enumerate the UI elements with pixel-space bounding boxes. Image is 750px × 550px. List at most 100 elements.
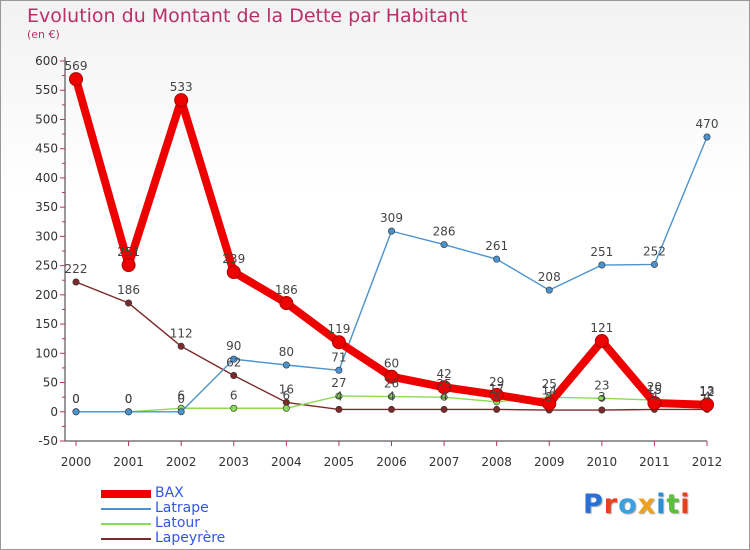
x-tick-label: 2003 — [218, 455, 249, 469]
data-label-latour: 27 — [331, 376, 346, 390]
data-label-bax: 15 — [647, 383, 662, 397]
data-label-latour: 25 — [542, 377, 557, 391]
x-tick-label: 2008 — [481, 455, 512, 469]
data-point-bax — [279, 296, 294, 311]
x-tick-label: 2009 — [534, 455, 565, 469]
data-label-latour: 20 — [647, 380, 662, 394]
data-point-latour — [282, 404, 290, 412]
data-label-bax: 569 — [65, 59, 88, 73]
proxiti-logo: Proxiti — [583, 489, 691, 520]
data-point-latour — [335, 392, 343, 400]
x-tick-label: 2001 — [113, 455, 144, 469]
data-label-latour: 6 — [230, 388, 238, 402]
data-label-latour: 0 — [125, 392, 133, 406]
data-point-latrape — [230, 355, 238, 363]
legend-swatch — [101, 508, 151, 510]
x-tick-label: 2006 — [376, 455, 407, 469]
data-label-bax: 239 — [222, 252, 245, 266]
data-label-latrape: 0 — [177, 392, 185, 406]
data-label-latrape: 470 — [696, 117, 719, 131]
x-tick-label: 2004 — [271, 455, 302, 469]
data-label-lapeyrère: 4 — [440, 389, 448, 403]
data-label-lapeyrère: 4 — [335, 389, 343, 403]
x-tick-label: 2002 — [166, 455, 197, 469]
data-label-lapeyrère: 16 — [279, 382, 294, 396]
y-tick-label: 150 — [35, 317, 58, 331]
data-label-lapeyrère: 62 — [226, 356, 241, 370]
data-label-bax: 533 — [170, 80, 193, 94]
data-point-latrape — [598, 261, 606, 269]
logo-letter: i — [656, 489, 667, 520]
data-label-latour: 23 — [594, 378, 609, 392]
data-point-lapeyrère — [598, 406, 606, 414]
data-point-lapeyrère — [335, 405, 343, 413]
legend-swatch — [101, 538, 151, 540]
data-label-bax: 186 — [275, 283, 298, 297]
data-point-bax — [69, 72, 83, 87]
data-point-latrape — [650, 260, 658, 268]
y-tick-label: 450 — [35, 142, 58, 156]
data-label-lapeyrère: 112 — [170, 326, 193, 340]
data-label-bax: 119 — [327, 322, 350, 336]
y-tick-label: 350 — [35, 200, 58, 214]
y-tick-label: 250 — [35, 259, 58, 273]
chart-subtitle: (en €) — [27, 28, 60, 41]
data-label-latour: 6 — [177, 388, 185, 402]
y-tick-label: -50 — [38, 434, 58, 448]
data-point-latrape — [335, 366, 343, 374]
data-point-latrape — [177, 408, 185, 416]
y-tick-label: 500 — [35, 112, 58, 126]
y-tick-label: 200 — [35, 288, 58, 302]
logo-letter: i — [680, 489, 691, 520]
data-label-bax: 60 — [384, 357, 399, 371]
y-tick-label: 300 — [35, 229, 58, 243]
data-label-bax: 121 — [590, 321, 613, 335]
data-label-lapeyrère: 3 — [598, 390, 606, 404]
data-label-latour: 26 — [384, 377, 399, 391]
data-point-latrape — [545, 286, 553, 294]
data-point-latrape — [282, 361, 290, 369]
data-label-latour: 13 — [699, 384, 714, 398]
data-point-latrape — [387, 227, 395, 235]
data-label-lapeyrère: 4 — [703, 389, 711, 403]
data-point-latrape — [703, 133, 711, 141]
data-point-bax — [121, 258, 136, 273]
data-label-lapeyrère: 222 — [65, 262, 88, 276]
data-label-latour: 6 — [283, 388, 291, 402]
legend-label: Latrape — [155, 500, 209, 516]
logo-letter: o — [618, 489, 638, 520]
x-tick-label: 2000 — [61, 455, 92, 469]
legend-label: BAX — [155, 485, 184, 501]
data-label-latrape: 208 — [538, 270, 561, 284]
data-point-bax — [594, 334, 609, 349]
data-label-bax: 14 — [542, 384, 557, 398]
data-point-latrape — [125, 408, 133, 416]
legend-label: Latour — [155, 515, 201, 531]
x-tick-label: 2011 — [639, 455, 670, 469]
data-point-lapeyrère — [177, 342, 185, 350]
y-tick-label: 400 — [35, 171, 58, 185]
data-point-bax — [384, 369, 399, 384]
data-label-latrape: 251 — [590, 245, 613, 259]
data-label-lapeyrère: 186 — [117, 283, 140, 297]
logo-letter: r — [603, 489, 619, 520]
data-point-latrape — [440, 241, 448, 249]
data-label-latrape: 286 — [433, 225, 456, 239]
data-label-latrape: 0 — [72, 392, 80, 406]
data-label-bax: 42 — [436, 367, 451, 381]
data-point-bax — [700, 397, 714, 412]
data-point-bax — [174, 93, 189, 108]
data-label-lapeyrère: 4 — [651, 389, 659, 403]
logo-letter: x — [637, 489, 657, 520]
legend-label: Lapeyrère — [155, 530, 226, 546]
data-point-lapeyrère — [493, 405, 501, 413]
data-point-latrape — [493, 255, 501, 263]
data-point-latrape — [72, 408, 80, 416]
data-point-lapeyrère — [72, 278, 80, 286]
data-point-bax — [437, 380, 452, 395]
data-label-latrape: 252 — [643, 244, 666, 258]
x-tick-label: 2012 — [692, 455, 723, 469]
legend-swatch — [101, 490, 151, 498]
y-tick-label: 600 — [35, 54, 58, 68]
